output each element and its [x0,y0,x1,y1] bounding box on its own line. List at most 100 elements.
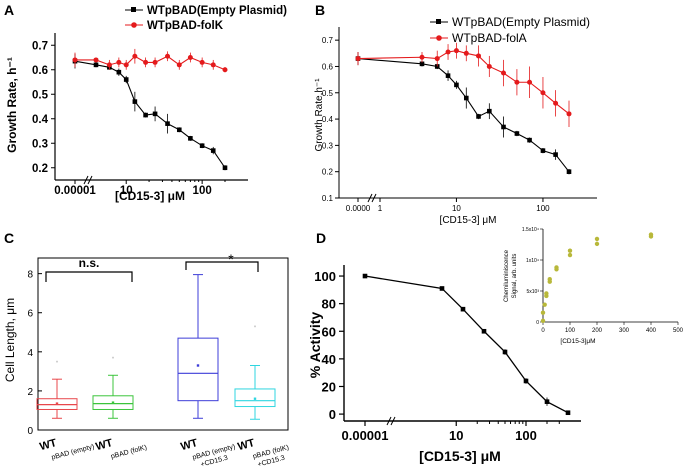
b-point-1-8 [501,70,507,76]
inset-ytick-label-0: 0 [536,320,539,326]
panel-letter-c: C [4,230,14,246]
d-xtick-label-0: 0.00001 [342,428,389,443]
b-axis-break-2 [371,193,377,203]
panel-a-xlabel: [CD15-3] μM [115,189,185,203]
b-point-0-3 [445,73,451,78]
inset-xtick-label-1: 100 [565,328,576,334]
b-xtick-label-0: 0.0000 [346,204,371,213]
b-ytick-label-1: 0.2 [322,168,334,177]
d-xtick-label-1: 10 [449,428,463,443]
d-axis-break-2 [390,416,396,426]
a-xtick-label-0: 0.00001 [54,185,96,197]
b-point-0-5 [463,95,469,101]
inset-xtick-label-5: 500 [673,328,684,334]
d-point-2 [460,306,466,312]
a-point-1-3 [116,59,122,65]
inset-ylabel-1: Chemiluminiscence [504,249,510,302]
c-mean-0 [55,402,59,405]
significance-brackets: n.s. * [45,251,259,282]
b-xtick-label-3: 100 [536,204,550,213]
sig-label-ns: n.s. [79,256,100,270]
b-point-1-13 [566,111,572,117]
c-xlabel-group-2: WTpBAD (empty)+CD15.3 [179,437,236,469]
d-point-4 [502,349,508,355]
a-point-1-2 [106,62,112,68]
c-xlabel-main-1: WT [94,437,114,453]
d-point-5 [523,378,529,384]
b-point-0-6 [476,114,481,119]
c-mean-1 [111,401,115,404]
b-xtick-label-2: 10 [452,204,461,213]
d-point-0 [362,273,368,279]
inset-point-9 [567,252,573,258]
d-ytick-label-1: 20 [322,379,336,394]
c-ytick-label-1: 2 [27,387,33,398]
a-xtick-label-1: 10 [120,185,133,197]
panel-d-ylabel: % Activity [307,312,323,379]
a-point-0-3 [116,69,122,75]
inset-ytick-label-2: 1x10⁴ [526,258,539,264]
c-box-1 [92,395,134,410]
b-point-1-2 [434,56,440,62]
a-point-0-4 [123,77,129,82]
b-point-0-10 [527,137,532,143]
inset-point-6 [547,277,552,282]
c-ytick-label-3: 6 [27,309,33,320]
inset-point-4 [544,291,549,296]
inset-ytick-label-1: 5x10³ [526,289,539,295]
c-box-3 [234,388,276,408]
d-ytick-label-2: 40 [322,352,336,367]
a-point-1-10 [187,55,193,60]
b-point-1-0 [355,56,361,62]
b-ytick-label-6: 0.7 [322,36,334,45]
panel-b-xlabel: [CD15-3] μM [440,215,497,226]
b-axis-break-1 [367,193,373,203]
d-axis-break-1 [386,416,392,426]
b-point-0-1 [419,61,425,67]
c-xlabel-main-0: WT [38,437,58,453]
c-xlabel-group-3: WTpBAD (folK)+CD15.3 [236,437,289,469]
panel-d-xlabel: [CD15-3] μM [419,448,501,464]
a-point-0-8 [165,121,170,126]
b-point-1-10 [527,79,533,85]
b-xtick-label-1: 1 [378,204,383,213]
d-ytick-label-5: 100 [314,269,336,284]
b-point-0-11 [540,148,546,153]
panel-d-inset: Chemiluminiscence Signal, arb. units [CD… [504,227,684,345]
b-point-1-5 [463,50,469,56]
inset-point-11 [594,241,600,247]
a-series-line-0 [74,60,226,169]
b-point-0-7 [487,108,492,114]
d-xtick-label-2: 100 [515,428,537,443]
b-point-1-7 [486,63,492,69]
c-outlier-0 [56,360,58,363]
d-ytick-label-0: 0 [329,407,336,422]
c-mean-2 [196,364,200,367]
panel-letter-a: A [4,2,14,18]
a-point-0-12 [210,148,216,153]
a-point-1-11 [199,59,205,65]
panel-b-legend-0: WTpBAD(Empty Plasmid) [452,15,590,29]
a-xtick-label-2: 100 [193,185,212,197]
b-point-0-12 [553,152,558,157]
a-point-0-10 [188,136,193,141]
inset-point-8 [554,265,559,270]
panel-a-ylabel: Growth Rate, h⁻¹ [5,57,19,153]
panel-b: Growth Rate,h⁻¹ [CD15-3] μM 0.1 0.2 0.3 0.4… [314,15,597,226]
inset-xtick-label-2: 200 [592,328,603,334]
d-series-line-0 [364,275,569,414]
inset-point-2 [542,302,547,307]
c-xlabel-group-1: WTpBAD (folK) [94,437,147,461]
a-ytick-label-2: 0.4 [32,114,49,126]
b-ytick-label-0: 0.1 [322,194,334,203]
c-xlabel-main-3: WT [236,437,256,453]
a-axis-break-2 [87,175,93,185]
a-point-0-9 [176,127,182,133]
b-point-1-12 [553,100,559,106]
a-point-1-13 [222,67,228,73]
panel-a-legend-1: WTpBAD-folK [147,20,224,32]
b-point-0-4 [454,82,459,88]
inset-xtick-label-3: 300 [619,328,630,334]
panel-b-legend: WTpBAD(Empty Plasmid) WTpBAD-folA [430,15,590,45]
inset-ytick-label-3: 1.5x10⁴ [522,227,539,233]
